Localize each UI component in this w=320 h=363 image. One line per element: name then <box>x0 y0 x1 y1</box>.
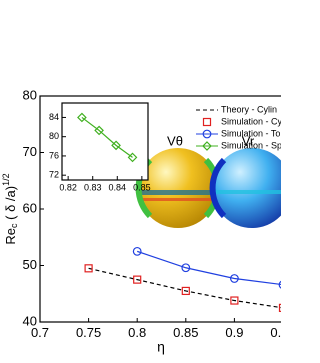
x-tick-label: 0.85 <box>133 182 151 192</box>
x-tick-label: 0.95 <box>270 325 281 340</box>
legend-marker <box>202 117 212 127</box>
y-axis-label-part: c <box>9 223 19 228</box>
marker <box>132 246 142 256</box>
line <box>137 250 281 286</box>
y-tick-label: 80 <box>49 131 59 141</box>
marker <box>111 140 121 151</box>
marker <box>94 125 104 136</box>
y-tick-label: 76 <box>49 150 59 160</box>
annotation: Vr <box>242 133 255 148</box>
y-axis-label: Rec ( δ /a)1/2 <box>1 173 19 244</box>
y-tick-label: 50 <box>23 257 37 272</box>
series <box>84 264 281 312</box>
chart: Vθ Vr 0.7 0.75 0.8 0.85 0.9 0.95 40 50 60 70 80 η Re… <box>1 87 281 355</box>
x-tick-label: 0.85 <box>173 325 198 340</box>
marker <box>181 286 190 296</box>
y-tick-label: 40 <box>23 313 37 328</box>
marker <box>181 263 191 273</box>
y-axis-label-part: ( δ /a) <box>3 186 18 224</box>
y-tick-label: 70 <box>23 144 37 159</box>
marker <box>84 264 93 273</box>
legend-marker <box>202 129 212 139</box>
marker <box>202 129 212 139</box>
x-tick-label: 0.7 <box>31 325 49 340</box>
x-tick-label: 0.84 <box>109 182 127 192</box>
x-tick-label: 0.82 <box>59 182 77 192</box>
legend-label: Simulation - Sp <box>221 140 281 150</box>
y-axis-label-part: Re <box>3 228 18 245</box>
legend-label: Simulation - Cy <box>221 116 281 126</box>
y-tick-label: 72 <box>49 170 59 180</box>
marker <box>77 112 87 123</box>
legend-label: Simulation - To <box>221 128 280 138</box>
inset-background <box>62 103 148 180</box>
legend-marker <box>202 141 212 151</box>
x-tick-label: 0.8 <box>128 325 146 340</box>
x-tick-label: 0.9 <box>225 325 243 340</box>
marker <box>133 275 142 284</box>
marker <box>202 117 212 127</box>
sphere-vr <box>209 148 281 228</box>
annotation: Vθ <box>167 133 183 148</box>
marker <box>278 303 281 312</box>
y-axis-label-part: 1/2 <box>1 173 11 186</box>
marker <box>229 274 239 283</box>
line <box>81 116 133 158</box>
marker <box>230 296 239 305</box>
y-tick-label: 80 <box>23 87 37 102</box>
y-tick-label: 84 <box>49 112 59 122</box>
axes-frame <box>61 102 149 181</box>
line <box>88 267 281 309</box>
sphere-vtheta <box>135 148 221 228</box>
series <box>132 246 281 289</box>
y-tick-label: 60 <box>23 200 37 215</box>
marker <box>278 280 281 289</box>
x-tick-label: 0.75 <box>76 325 101 340</box>
series <box>77 112 138 163</box>
marker <box>127 152 138 163</box>
marker <box>202 141 212 151</box>
series <box>88 267 281 309</box>
legend-label: Theory - Cylin <box>221 104 277 114</box>
x-tick-label: 0.83 <box>84 182 102 192</box>
x-axis-label: η <box>157 339 165 355</box>
